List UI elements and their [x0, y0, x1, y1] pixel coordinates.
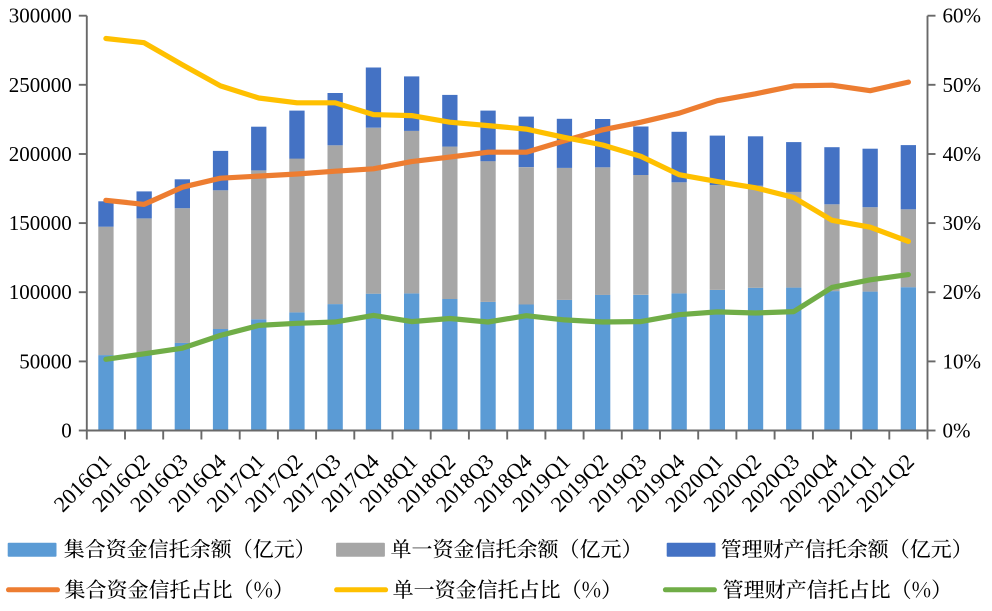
svg-text:0: 0 [61, 419, 72, 443]
svg-text:60%: 60% [943, 4, 982, 28]
svg-text:250000: 250000 [9, 73, 72, 97]
svg-text:150000: 150000 [9, 211, 72, 235]
svg-text:30%: 30% [943, 211, 982, 235]
svg-text:100000: 100000 [9, 280, 72, 304]
svg-text:0%: 0% [943, 419, 971, 443]
svg-text:300000: 300000 [9, 4, 72, 28]
svg-text:40%: 40% [943, 142, 982, 166]
svg-text:200000: 200000 [9, 142, 72, 166]
svg-text:10%: 10% [943, 349, 982, 373]
svg-text:50%: 50% [943, 73, 982, 97]
svg-text:20%: 20% [943, 280, 982, 304]
svg-text:50000: 50000 [19, 349, 72, 373]
